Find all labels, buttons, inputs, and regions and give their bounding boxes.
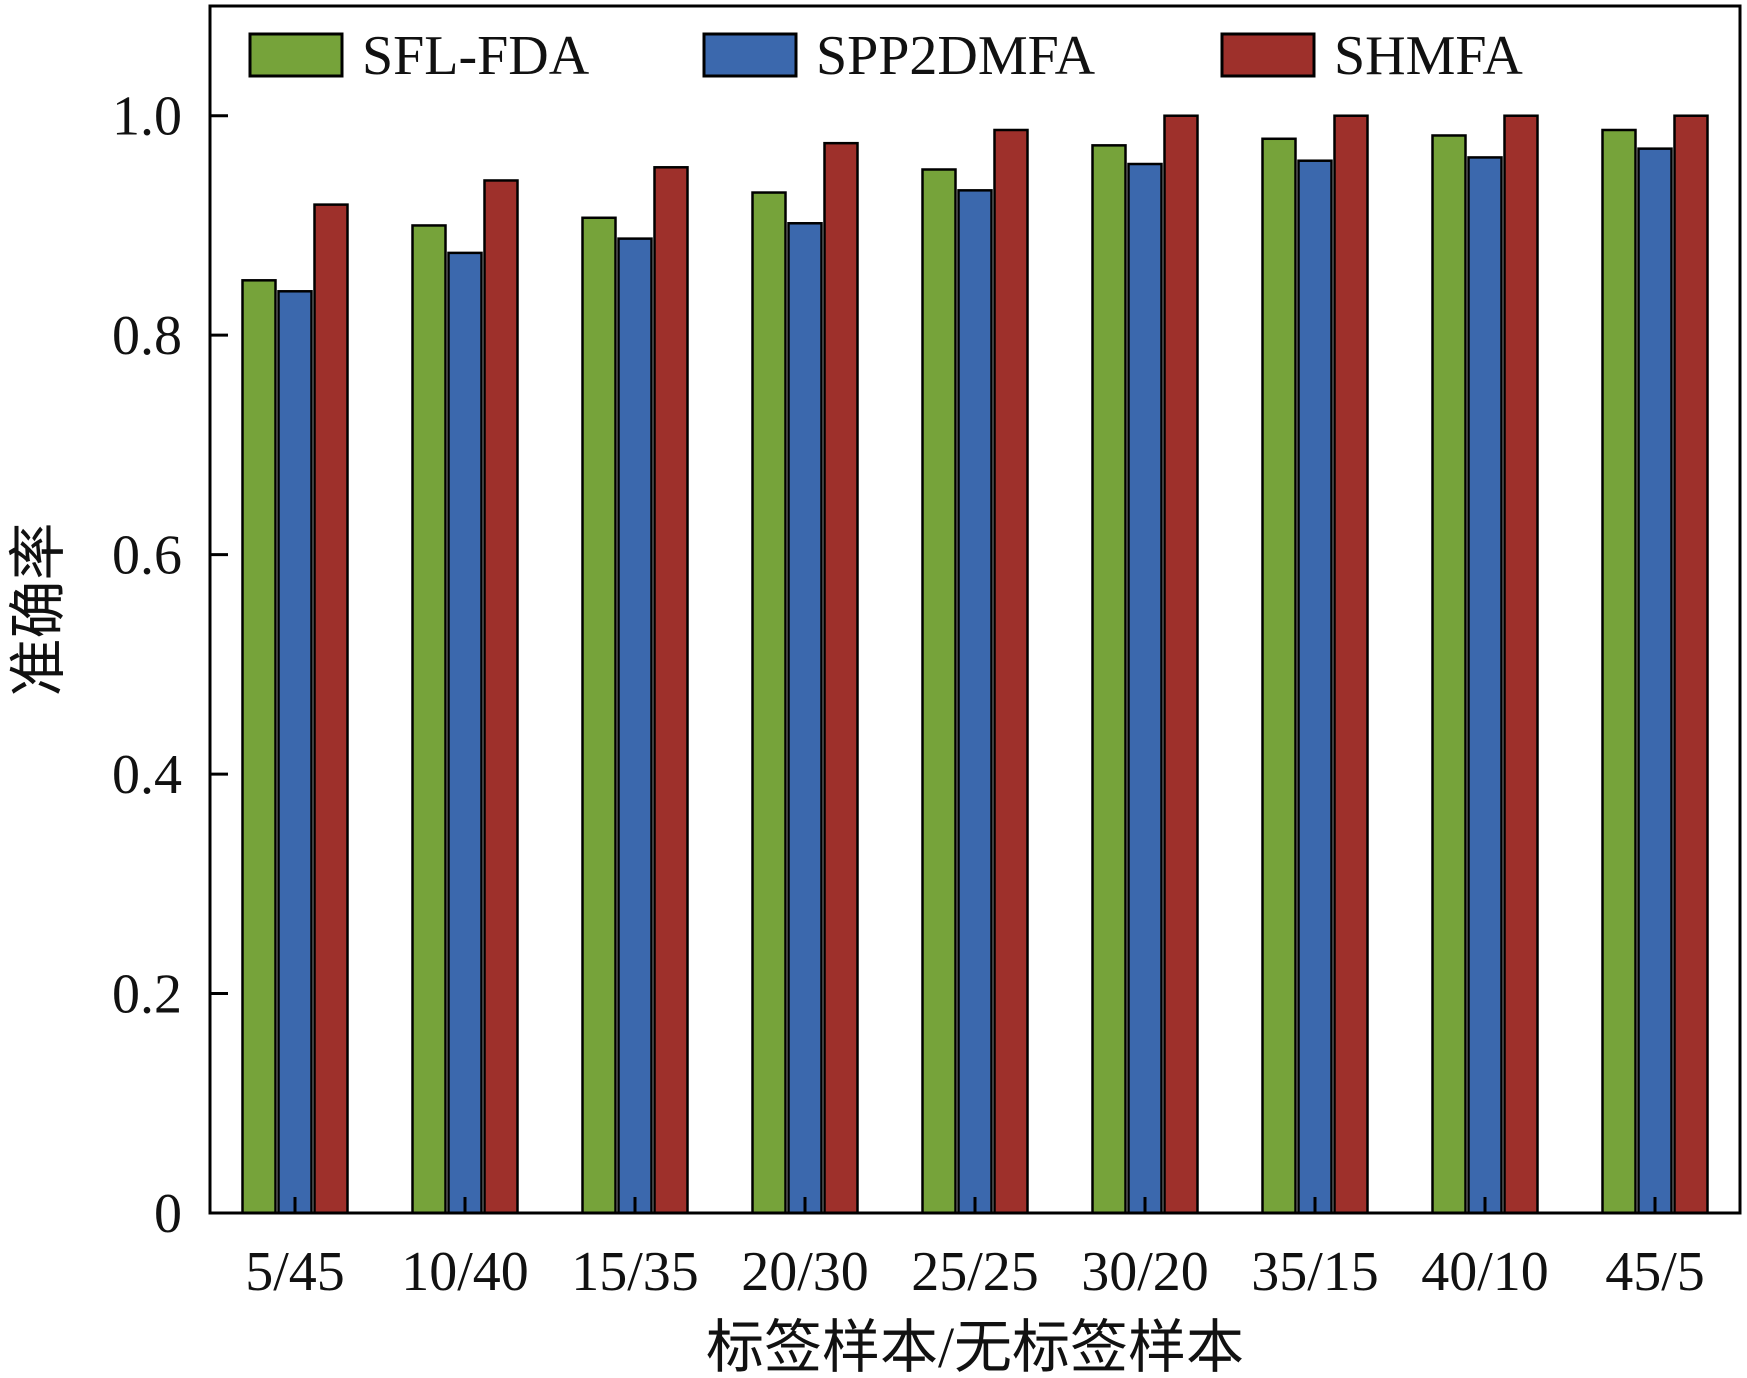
bar-spp2dmfa-0 <box>277 290 313 1215</box>
bar-spp2dmfa-3 <box>787 222 823 1215</box>
plot-frame <box>208 4 1742 1215</box>
x-tick-label: 45/5 <box>1605 1241 1705 1303</box>
y-axis-title: 准确率 <box>6 522 71 696</box>
bar-shmfa-3 <box>823 141 859 1215</box>
bar-spp2dmfa-5 <box>1127 162 1163 1215</box>
bars <box>241 114 1709 1215</box>
bar-sfl-fda-2 <box>581 216 617 1215</box>
bar-sfl-fda-8 <box>1601 128 1637 1215</box>
bar-shmfa-5 <box>1163 114 1199 1215</box>
bar-spp2dmfa-4 <box>957 189 993 1215</box>
y-tick-label: 0.6 <box>112 525 182 587</box>
legend-swatch-spp2dmfa <box>702 32 798 78</box>
y-tick-label: 0 <box>154 1183 182 1245</box>
y-tick-label: 0.2 <box>112 964 182 1026</box>
x-tick-label: 5/45 <box>245 1241 345 1303</box>
x-tick-label: 10/40 <box>401 1241 529 1303</box>
y-axis-ticks: 0 0.2 0.4 0.6 0.8 1.0 <box>112 86 228 1245</box>
x-tick-label: 40/10 <box>1421 1241 1549 1303</box>
legend-swatch-sfl-fda <box>248 32 344 78</box>
bar-shmfa-4 <box>993 128 1029 1215</box>
x-tick-label: 20/30 <box>741 1241 869 1303</box>
bar-spp2dmfa-6 <box>1297 159 1333 1215</box>
bar-shmfa-0 <box>313 203 349 1215</box>
x-axis-title: 标签样本/无标签样本 <box>706 1315 1244 1378</box>
bar-sfl-fda-7 <box>1431 134 1467 1215</box>
bar-shmfa-6 <box>1333 114 1369 1215</box>
x-axis-ticks: 5/45 10/40 15/35 20/30 25/25 30/20 35/15 40/10 4… <box>245 1197 1705 1303</box>
legend-label-shmfa: SHMFA <box>1334 25 1523 87</box>
legend-label-sfl-fda: SFL-FDA <box>362 25 590 87</box>
bar-spp2dmfa-7 <box>1467 156 1503 1215</box>
legend-label-spp2dmfa: SPP2DMFA <box>816 25 1096 87</box>
x-tick-label: 15/35 <box>571 1241 699 1303</box>
bar-spp2dmfa-1 <box>447 251 483 1215</box>
bar-sfl-fda-5 <box>1091 144 1127 1215</box>
bar-shmfa-8 <box>1673 114 1709 1215</box>
bar-sfl-fda-1 <box>411 224 447 1215</box>
x-tick-label: 25/25 <box>911 1241 1039 1303</box>
bar-spp2dmfa-8 <box>1637 147 1673 1215</box>
bar-spp2dmfa-2 <box>617 237 653 1215</box>
bar-shmfa-2 <box>653 166 689 1215</box>
x-tick-label: 30/20 <box>1081 1241 1209 1303</box>
bar-shmfa-7 <box>1503 114 1539 1215</box>
x-tick-label: 35/15 <box>1251 1241 1379 1303</box>
y-tick-label: 0.4 <box>112 744 182 806</box>
y-tick-label: 0.8 <box>112 305 182 367</box>
legend: SFL-FDA SPP2DMFA SHMFA <box>248 25 1523 87</box>
y-tick-label: 1.0 <box>112 86 182 148</box>
bar-sfl-fda-0 <box>241 279 277 1215</box>
bar-shmfa-1 <box>483 179 519 1215</box>
bar-sfl-fda-6 <box>1261 137 1297 1215</box>
legend-swatch-shmfa <box>1220 32 1316 78</box>
bar-sfl-fda-4 <box>921 168 957 1215</box>
bar-sfl-fda-3 <box>751 191 787 1215</box>
